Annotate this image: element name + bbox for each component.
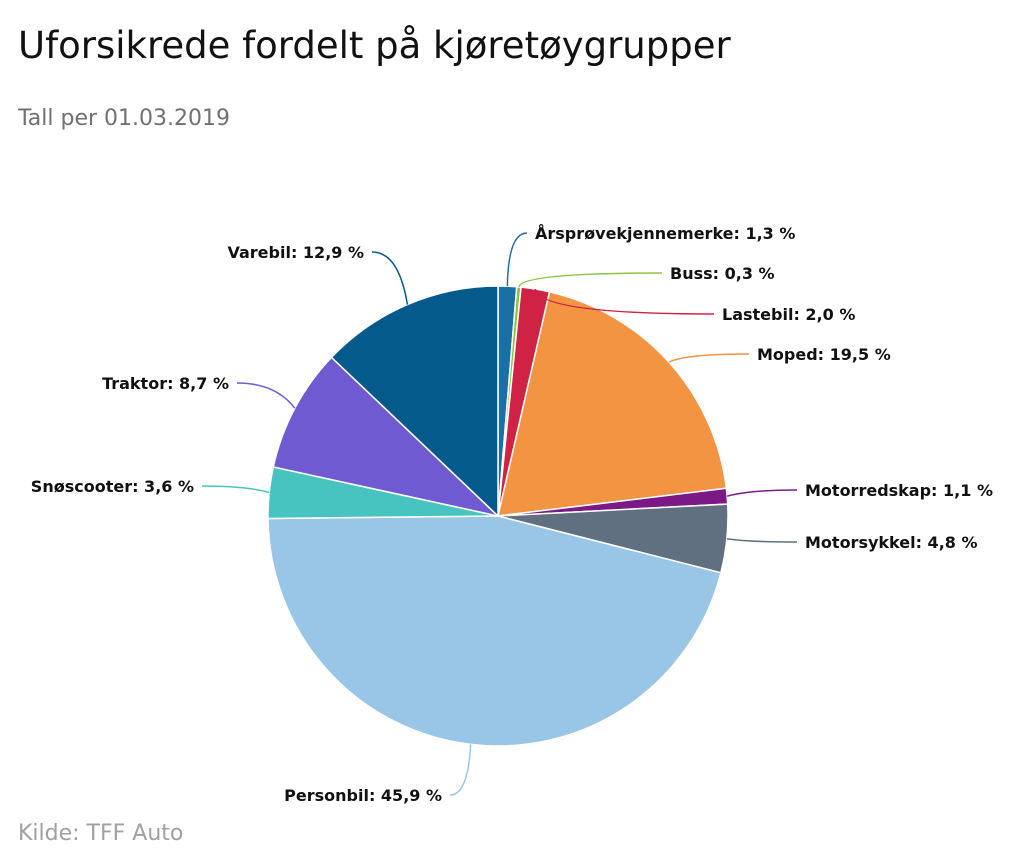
chart-subtitle: Tall per 01.03.2019 bbox=[18, 106, 230, 131]
pie-slices bbox=[267, 285, 729, 747]
data-label-traktor: Traktor: 8,7 % bbox=[102, 374, 229, 393]
data-label-personbil: Personbil: 45,9 % bbox=[284, 786, 442, 805]
leader-line-moped bbox=[668, 353, 750, 363]
pie-slice-moped[interactable] bbox=[497, 290, 728, 517]
pie-slice-traktor[interactable] bbox=[272, 356, 501, 518]
data-label-aarsprovekjennemerke: Årsprøvekjennemerke: 1,3 % bbox=[535, 224, 795, 243]
leader-line-motorredskap bbox=[726, 489, 798, 497]
source-credit: Kilde: TFF Auto bbox=[18, 821, 184, 846]
leader-line-snoscooter bbox=[201, 485, 270, 494]
pie-slice-personbil[interactable] bbox=[267, 515, 722, 747]
data-label-motorsykkel: Motorsykkel: 4,8 % bbox=[805, 533, 978, 552]
data-labels: Årsprøvekjennemerke: 1,3 % Buss: 0,3 % Las… bbox=[31, 224, 993, 805]
leader-line-traktor bbox=[236, 382, 296, 409]
leader-line-varebil bbox=[371, 251, 409, 305]
leader-line-motorsykkel bbox=[726, 537, 798, 543]
data-label-buss: Buss: 0,3 % bbox=[670, 264, 775, 283]
chart-title: Uforsikrede fordelt på kjøretøygrupper bbox=[18, 24, 731, 67]
leader-line-personbil bbox=[449, 744, 472, 796]
data-label-varebil: Varebil: 12,9 % bbox=[227, 243, 364, 262]
data-label-snoscooter: Snøscooter: 3,6 % bbox=[31, 477, 194, 496]
leader-lines bbox=[201, 232, 798, 796]
data-label-motorredskap: Motorredskap: 1,1 % bbox=[805, 481, 993, 500]
leader-line-aarsprovekjennemerke bbox=[506, 232, 528, 287]
leader-line-lastebil bbox=[534, 288, 715, 315]
pie-slice-varebil[interactable] bbox=[330, 285, 499, 518]
data-label-lastebil: Lastebil: 2,0 % bbox=[722, 305, 855, 324]
leader-line-buss bbox=[518, 272, 663, 288]
data-label-moped: Moped: 19,5 % bbox=[757, 345, 891, 364]
